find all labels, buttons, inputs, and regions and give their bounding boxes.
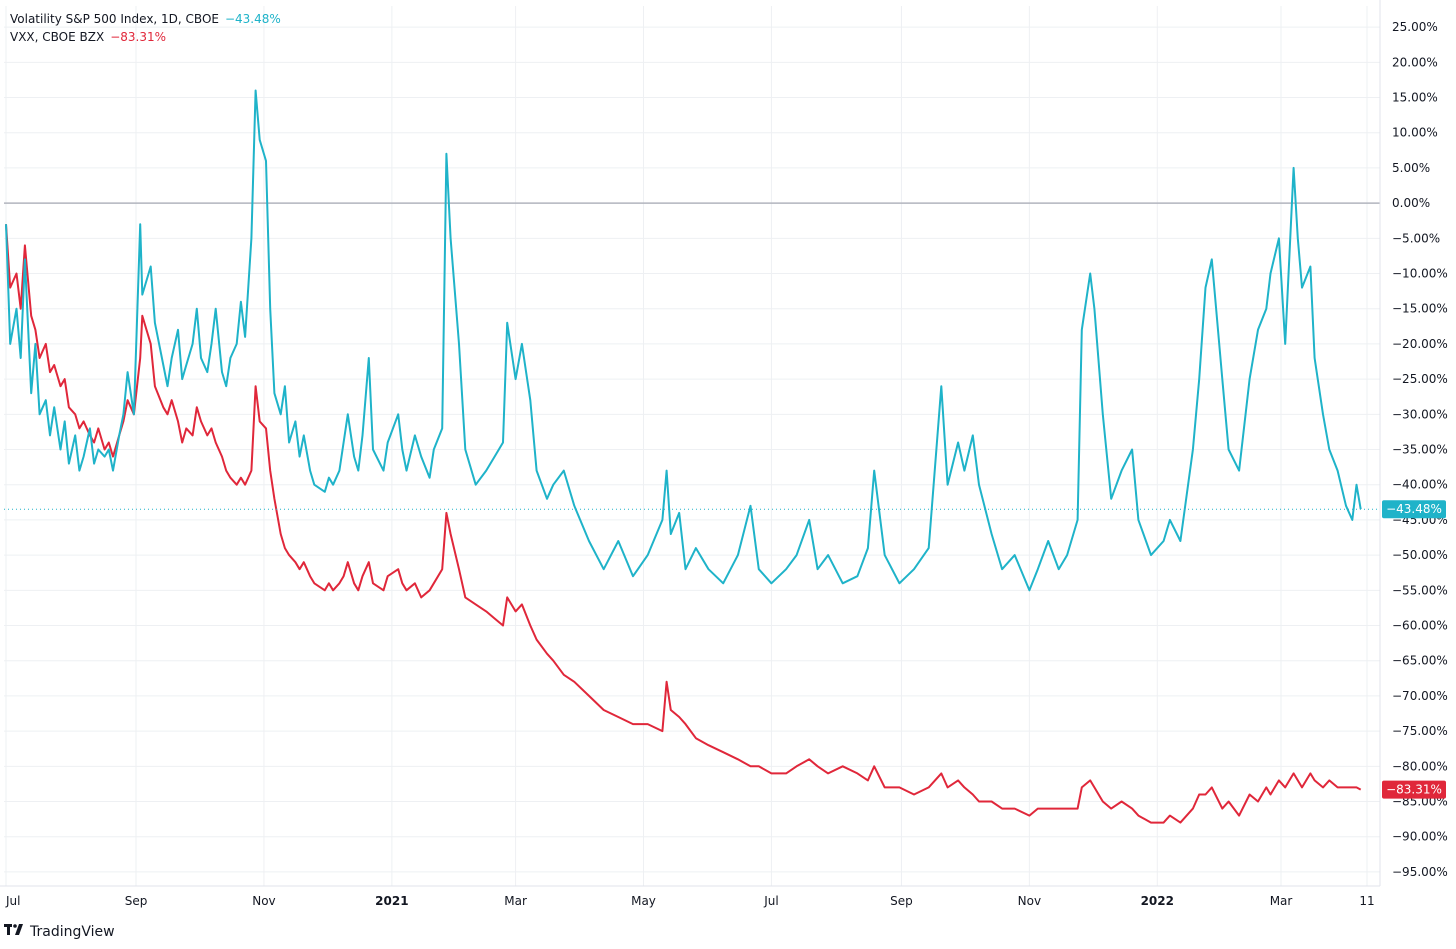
x-tick-label: 11: [1359, 894, 1374, 908]
vxx-series-line: [5, 224, 1362, 824]
x-tick-label: Sep: [890, 894, 913, 908]
y-tick-label: −30.00%: [1392, 407, 1448, 421]
legend-vix-change: −43.48%: [224, 12, 281, 26]
legend-vix-label: Volatility S&P 500 Index, 1D, CBOE: [10, 12, 219, 26]
vix-series-line: [5, 89, 1362, 592]
y-tick-label: −25.00%: [1392, 372, 1448, 386]
y-tick-label: 0.00%: [1392, 196, 1430, 210]
x-tick-label: 2021: [375, 894, 408, 908]
legend-vxx-change: −83.31%: [110, 30, 167, 44]
y-tick-label: 25.00%: [1392, 20, 1438, 34]
price-axis[interactable]: 25.00% 20.00% 15.00% 10.00% 5.00% 0.00% −5.00%…: [1392, 20, 1448, 879]
y-tick-label: −60.00%: [1392, 619, 1448, 633]
x-tick-label: Nov: [1018, 894, 1041, 908]
grid-lines: [4, 6, 1380, 886]
x-tick-label: May: [631, 894, 656, 908]
y-tick-label: −70.00%: [1392, 689, 1448, 703]
vix-last-value-badge: [1382, 500, 1446, 519]
chart-legend: Volatility S&P 500 Index, 1D, CBOE −43.48…: [10, 10, 281, 46]
y-tick-label: −55.00%: [1392, 583, 1448, 597]
y-tick-label: 20.00%: [1392, 55, 1438, 69]
y-tick-label: −5.00%: [1392, 231, 1440, 245]
y-tick-label: −20.00%: [1392, 337, 1448, 351]
y-tick-label: 15.00%: [1392, 91, 1438, 105]
tradingview-logo-icon: [4, 924, 24, 940]
y-tick-label: −50.00%: [1392, 548, 1448, 562]
y-tick-label: −35.00%: [1392, 443, 1448, 457]
series-layer: [5, 89, 1362, 824]
y-tick-label: −40.00%: [1392, 478, 1448, 492]
y-tick-label: −90.00%: [1392, 830, 1448, 844]
y-tick-label: 10.00%: [1392, 126, 1438, 140]
x-tick-label: Sep: [125, 894, 148, 908]
y-tick-label: −65.00%: [1392, 654, 1448, 668]
x-tick-label: Mar: [1270, 894, 1293, 908]
tradingview-branding[interactable]: TradingView: [4, 924, 115, 940]
x-tick-label: Jul: [763, 894, 778, 908]
time-axis[interactable]: Jul Sep Nov 2021 Mar May Jul Sep Nov 2022 Mar 11: [5, 894, 1375, 908]
legend-row-vix[interactable]: Volatility S&P 500 Index, 1D, CBOE −43.48…: [10, 10, 281, 28]
y-tick-label: −15.00%: [1392, 302, 1448, 316]
y-tick-label: −80.00%: [1392, 759, 1448, 773]
vix-last-value-badge-text: −43.48%: [1386, 502, 1442, 516]
brand-name: TradingView: [30, 924, 115, 940]
y-tick-label: −75.00%: [1392, 724, 1448, 738]
y-tick-label: −10.00%: [1392, 267, 1448, 281]
legend-row-vxx[interactable]: VXX, CBOE BZX −83.31%: [10, 28, 281, 46]
legend-vxx-label: VXX, CBOE BZX: [10, 30, 105, 44]
x-tick-label: 2022: [1141, 894, 1174, 908]
x-tick-label: Nov: [252, 894, 275, 908]
x-tick-label: Jul: [5, 894, 20, 908]
x-tick-label: Mar: [504, 894, 527, 908]
y-tick-label: −95.00%: [1392, 865, 1448, 879]
last-value-badges: −43.48% −83.31%: [1382, 500, 1446, 799]
vxx-last-value-badge: [1382, 780, 1446, 799]
vxx-last-value-badge-text: −83.31%: [1386, 783, 1442, 797]
y-tick-label: 5.00%: [1392, 161, 1430, 175]
